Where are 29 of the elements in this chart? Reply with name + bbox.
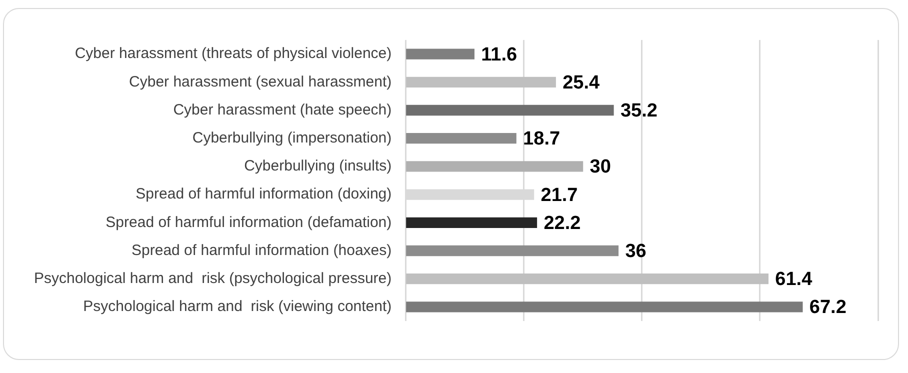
y-tick-label: Cyber harassment (threats of physical violence) xyxy=(74,45,392,62)
data-label: 25.4 xyxy=(562,72,600,94)
y-tick-label: Spread of harmful information (doxing) xyxy=(136,186,392,203)
bar xyxy=(406,161,584,172)
data-label: 67.2 xyxy=(809,297,846,318)
data-label: 11.6 xyxy=(481,44,518,66)
y-tick-label: Psychological harm and risk (psychological pressure) xyxy=(34,270,392,287)
bar xyxy=(406,133,516,144)
data-label: 30 xyxy=(590,156,611,178)
data-label: 61.4 xyxy=(775,269,813,290)
bar xyxy=(406,245,619,256)
bar xyxy=(406,302,803,312)
y-tick-label: Psychological harm and risk (viewing content) xyxy=(83,298,392,316)
bar xyxy=(406,217,538,228)
data-label: 21.7 xyxy=(540,184,578,206)
data-label: 22.2 xyxy=(544,212,581,234)
y-tick-label: Cyberbullying (insults) xyxy=(244,158,392,175)
y-tick-label: Cyber harassment (sexual harassment) xyxy=(129,73,392,90)
bar xyxy=(406,104,614,116)
y-tick-label: Cyber harassment (hate speech) xyxy=(173,101,392,118)
data-label: 18.7 xyxy=(523,128,560,150)
data-label: 35.2 xyxy=(620,100,658,122)
y-tick-label: Cyberbullying (impersonation) xyxy=(192,129,392,146)
y-tick-label: Spread of harmful information (hoaxes) xyxy=(132,242,392,259)
bar xyxy=(406,274,769,284)
y-tick-label: Spread of harmful information (defamation) xyxy=(106,214,392,231)
data-label: 36 xyxy=(625,240,646,262)
bar xyxy=(406,76,556,88)
bar xyxy=(406,48,474,60)
